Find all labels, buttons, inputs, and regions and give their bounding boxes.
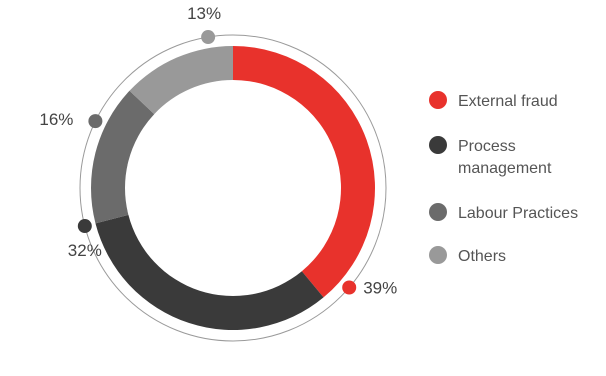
value-labels: 39% 32% 16% 13%	[39, 4, 397, 297]
outer-guide-ring	[79, 34, 387, 342]
legend-swatch-external-fraud	[429, 91, 447, 109]
legend-item-process-management: Process management	[429, 136, 552, 177]
marker-process-management	[77, 219, 92, 234]
legend-label-others: Others	[458, 248, 506, 265]
slice-process-management	[95, 214, 324, 331]
legend-item-labour-practices: Labour Practices	[429, 203, 578, 222]
donut-slices	[90, 46, 375, 331]
legend-swatch-process-management	[429, 136, 447, 154]
legend-item-others: Others	[429, 246, 506, 265]
marker-external-fraud	[342, 280, 357, 295]
legend: External fraud Process management Labour Pr…	[429, 91, 578, 265]
legend-item-external-fraud: External fraud	[429, 91, 558, 110]
legend-label-external-fraud: External fraud	[458, 93, 558, 110]
legend-swatch-others	[429, 246, 447, 264]
marker-others	[201, 30, 216, 45]
legend-swatch-labour-practices	[429, 203, 447, 221]
slice-external-fraud	[233, 46, 375, 298]
value-label-process-management: 32%	[68, 241, 102, 260]
value-label-others: 13%	[187, 4, 221, 23]
value-label-external-fraud: 39%	[363, 279, 397, 298]
value-label-labour-practices: 16%	[39, 110, 73, 129]
slice-others	[129, 46, 233, 115]
legend-label-labour-practices: Labour Practices	[458, 205, 578, 222]
slice-labour-practices	[90, 90, 155, 224]
marker-labour-practices	[88, 114, 103, 129]
value-markers	[77, 30, 357, 295]
legend-label-process-management: Process management	[458, 138, 552, 177]
